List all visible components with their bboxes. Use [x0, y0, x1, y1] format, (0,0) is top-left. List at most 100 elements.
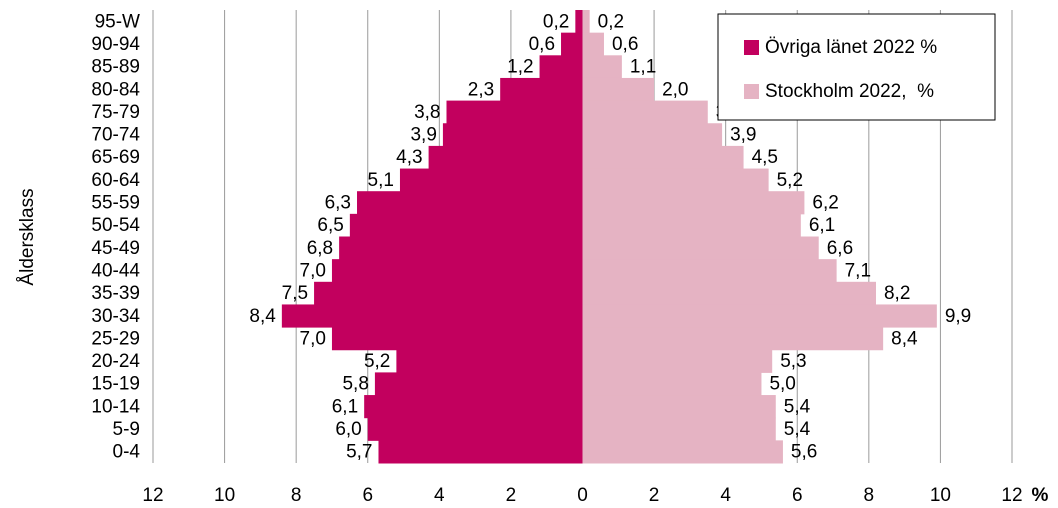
bar: [331, 327, 583, 351]
data-label: 6,3: [325, 193, 351, 214]
bar: [374, 372, 583, 396]
data-label: 5,7: [346, 442, 372, 463]
bar: [582, 327, 884, 351]
data-label: 7,0: [300, 328, 326, 349]
data-label: 5,3: [780, 351, 806, 372]
bar: [500, 77, 583, 102]
bar: [349, 213, 583, 237]
y-tick-label: 70-74: [91, 125, 140, 146]
x-tick-label: 2: [506, 485, 517, 506]
bar: [357, 191, 583, 215]
data-label: 7,5: [282, 283, 308, 304]
x-tick-label: 2: [649, 485, 660, 506]
bar: [582, 32, 604, 56]
bar: [582, 168, 769, 192]
data-label: 0,2: [543, 11, 569, 32]
bar: [378, 440, 583, 464]
bar: [364, 395, 583, 419]
bar: [582, 191, 805, 215]
data-label: 5,2: [777, 170, 803, 191]
data-label: 2,3: [468, 79, 494, 100]
data-label: 6,1: [809, 215, 835, 236]
bar: [582, 259, 837, 283]
y-tick-label: 40-44: [91, 260, 140, 281]
data-label: 8,2: [884, 283, 910, 304]
legend-label: Stockholm 2022, %: [765, 81, 934, 102]
bar: [539, 55, 583, 79]
bar: [575, 10, 583, 34]
data-label: 1,2: [507, 57, 533, 78]
data-label: 4,5: [752, 147, 778, 168]
bar: [582, 349, 773, 373]
y-tick-label: 25-29: [91, 328, 140, 349]
bar: [582, 304, 937, 328]
legend-label: Övriga länet 2022 %: [765, 37, 937, 58]
bar: [442, 123, 583, 147]
bar: [281, 304, 583, 328]
data-label: 8,4: [891, 328, 918, 349]
x-unit: %: [1032, 485, 1049, 506]
data-label: 5,4: [784, 419, 811, 440]
data-label: 8,4: [249, 306, 276, 327]
data-label: 6,2: [812, 193, 838, 214]
data-label: 0,6: [612, 34, 638, 55]
bar: [428, 145, 583, 170]
legend-swatch: [744, 40, 759, 55]
bar: [582, 281, 876, 305]
x-tick-label: 4: [434, 485, 445, 506]
bar: [582, 77, 655, 102]
data-label: 5,0: [769, 374, 795, 395]
y-tick-label: 45-49: [91, 238, 140, 259]
x-tick-label: 8: [291, 485, 302, 506]
y-axis-label: Åldersklass: [17, 188, 38, 285]
y-tick-label: 15-19: [91, 374, 140, 395]
data-label: 6,1: [332, 396, 358, 417]
legend-swatch: [744, 84, 759, 99]
bar: [582, 123, 723, 147]
bar: [582, 100, 708, 124]
bar: [367, 417, 583, 441]
bar: [446, 100, 583, 124]
bar: [331, 259, 583, 283]
data-label: 9,9: [945, 306, 971, 327]
y-tick-label: 60-64: [91, 170, 140, 191]
data-label: 6,0: [335, 419, 361, 440]
bar: [339, 236, 583, 260]
data-label: 4,3: [396, 147, 422, 168]
data-label: 3,8: [414, 102, 440, 123]
bar: [582, 145, 744, 170]
data-label: 5,4: [784, 396, 811, 417]
y-tick-label: 55-59: [91, 193, 140, 214]
bar: [582, 372, 762, 396]
data-label: 5,8: [342, 374, 368, 395]
data-label: 0,6: [529, 34, 555, 55]
y-tick-label: 30-34: [91, 306, 140, 327]
data-label: 7,1: [845, 260, 871, 281]
y-tick-label: 10-14: [91, 396, 140, 417]
bar: [582, 395, 776, 419]
bar: [396, 349, 583, 373]
bar: [561, 32, 583, 56]
data-label: 2,0: [662, 79, 688, 100]
y-tick-label: 95-W: [95, 11, 140, 32]
data-label: 6,8: [307, 238, 333, 259]
x-tick-label: 12: [142, 485, 163, 506]
data-label: 5,6: [791, 442, 817, 463]
data-label: 3,9: [410, 125, 436, 146]
bar: [582, 10, 590, 34]
x-tick-label: 6: [362, 485, 373, 506]
x-tick-label: 0: [577, 485, 588, 506]
y-tick-label: 50-54: [91, 215, 140, 236]
x-tick-label: 12: [1001, 485, 1022, 506]
data-label: 1,1: [630, 57, 656, 78]
bar: [314, 281, 583, 305]
bar: [582, 236, 819, 260]
bar: [582, 213, 801, 237]
x-tick-label: 8: [864, 485, 875, 506]
data-label: 0,2: [598, 11, 624, 32]
data-label: 5,1: [368, 170, 394, 191]
y-tick-label: 75-79: [91, 102, 140, 123]
y-tick-label: 5-9: [113, 419, 140, 440]
data-label: 3,9: [730, 125, 756, 146]
